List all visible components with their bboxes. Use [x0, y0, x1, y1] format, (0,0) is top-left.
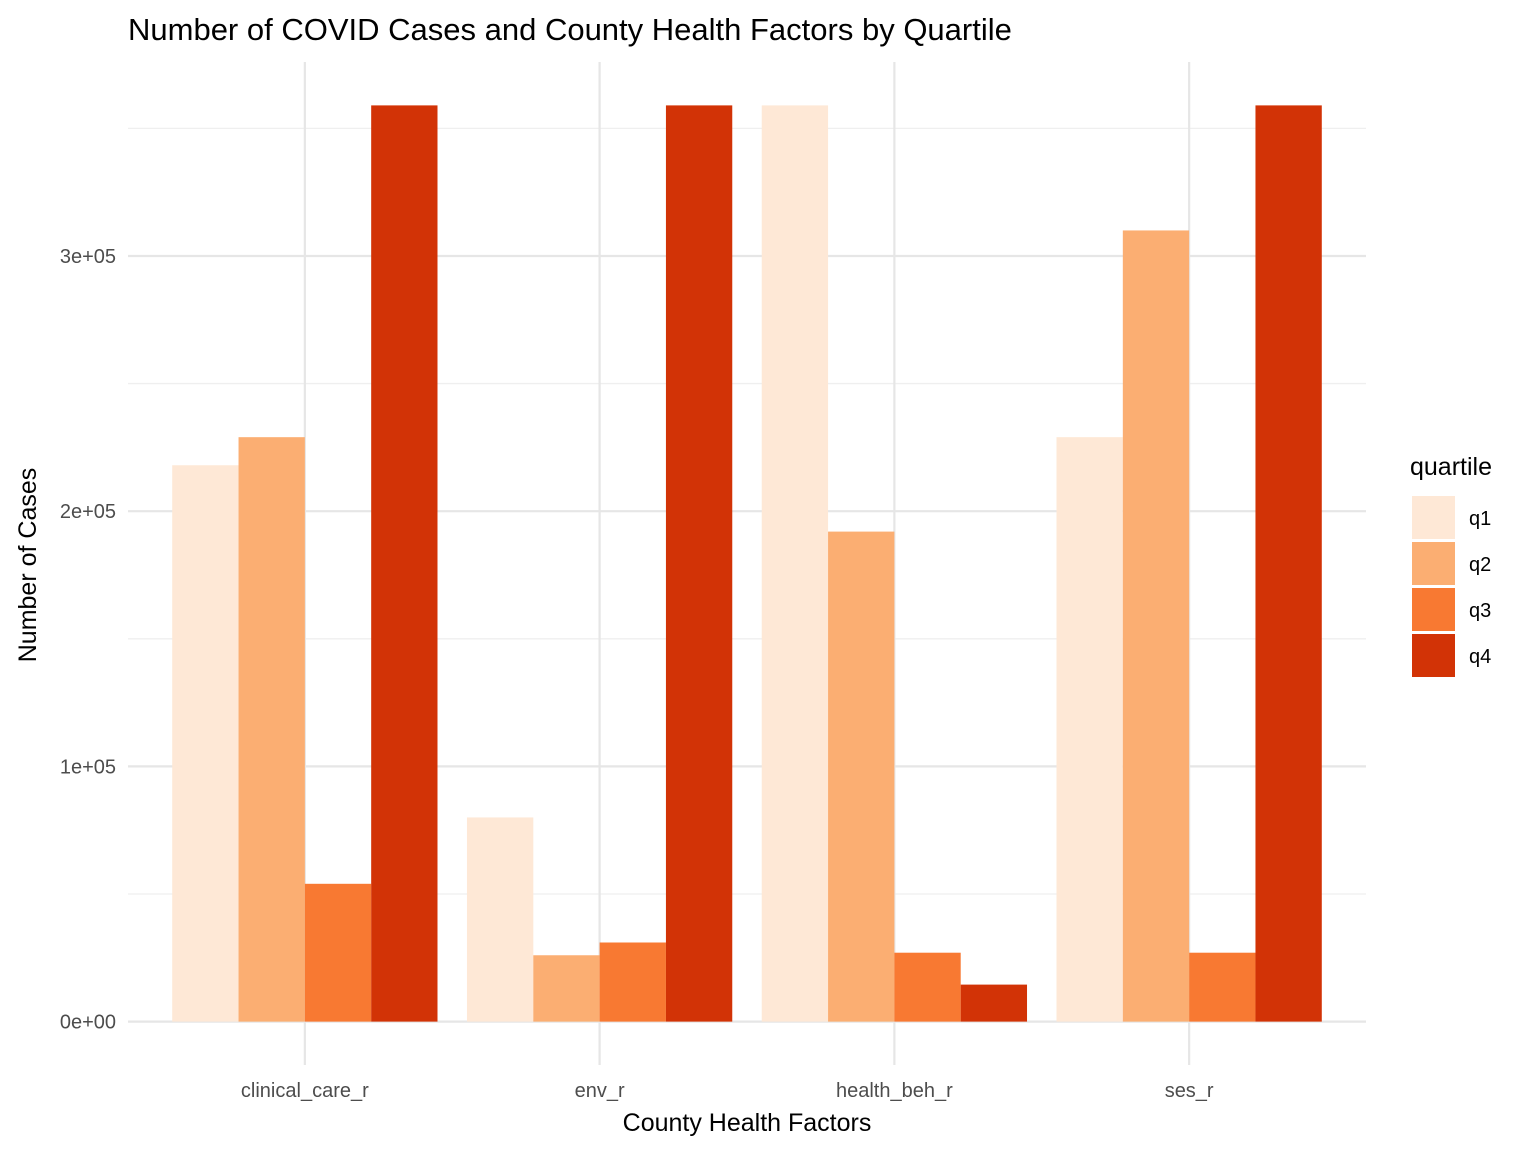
- bar-clinical_care_r-q3: [304, 883, 372, 1022]
- y-tick-label: 1e+05: [60, 756, 116, 778]
- bar-clinical_care_r-q2: [238, 437, 305, 1022]
- y-tick-labels: 0e+00 1e+05 2e+05 3e+05: [60, 246, 116, 1034]
- y-tick-label: 3e+05: [60, 246, 116, 268]
- bar-health_beh_r-q3: [894, 952, 961, 1022]
- y-tick-label: 0e+00: [60, 1012, 116, 1034]
- bar-env_r-q1: [466, 817, 534, 1022]
- x-tick-labels: clinical_care_r env_r health_beh_r ses_r: [241, 1080, 1214, 1102]
- legend-title: quartile: [1410, 453, 1492, 481]
- x-axis-title: County Health Factors: [623, 1109, 872, 1137]
- bar-health_beh_r-q2: [828, 531, 895, 1022]
- bar-ses_r-q2: [1122, 230, 1190, 1022]
- legend-key-q3: [1412, 588, 1455, 631]
- legend-key-q1: [1412, 496, 1455, 539]
- bar-health_beh_r-q4: [960, 984, 1028, 1022]
- bar-clinical_care_r-q4: [371, 105, 438, 1022]
- legend-key-q4: [1412, 634, 1455, 677]
- legend-label-q1: q1: [1469, 508, 1491, 530]
- x-tick-label: ses_r: [1165, 1080, 1214, 1102]
- bar-ses_r-q4: [1255, 105, 1322, 1022]
- legend-label-q2: q2: [1469, 554, 1491, 576]
- x-tick-label: env_r: [575, 1080, 625, 1102]
- chart-title: Number of COVID Cases and County Health …: [128, 12, 1012, 47]
- legend-items: q1 q2 q3 q4: [1412, 496, 1491, 677]
- bars: [172, 105, 1322, 1022]
- legend-key-q2: [1412, 542, 1455, 585]
- bar-env_r-q2: [533, 955, 600, 1022]
- bar-ses_r-q1: [1056, 437, 1123, 1022]
- legend-label-q4: q4: [1469, 646, 1491, 668]
- legend: quartile q1 q2 q3 q4: [1410, 453, 1492, 677]
- x-tick-label: health_beh_r: [836, 1080, 953, 1102]
- bar-env_r-q3: [599, 942, 666, 1022]
- legend-label-q3: q3: [1469, 600, 1491, 622]
- y-axis-title: Number of Cases: [14, 468, 42, 663]
- bar-clinical_care_r-q1: [172, 465, 239, 1022]
- bar-health_beh_r-q1: [761, 105, 829, 1022]
- bar-env_r-q4: [665, 105, 733, 1022]
- bar-ses_r-q3: [1189, 952, 1256, 1022]
- x-tick-label: clinical_care_r: [241, 1080, 369, 1102]
- y-tick-label: 2e+05: [60, 501, 116, 523]
